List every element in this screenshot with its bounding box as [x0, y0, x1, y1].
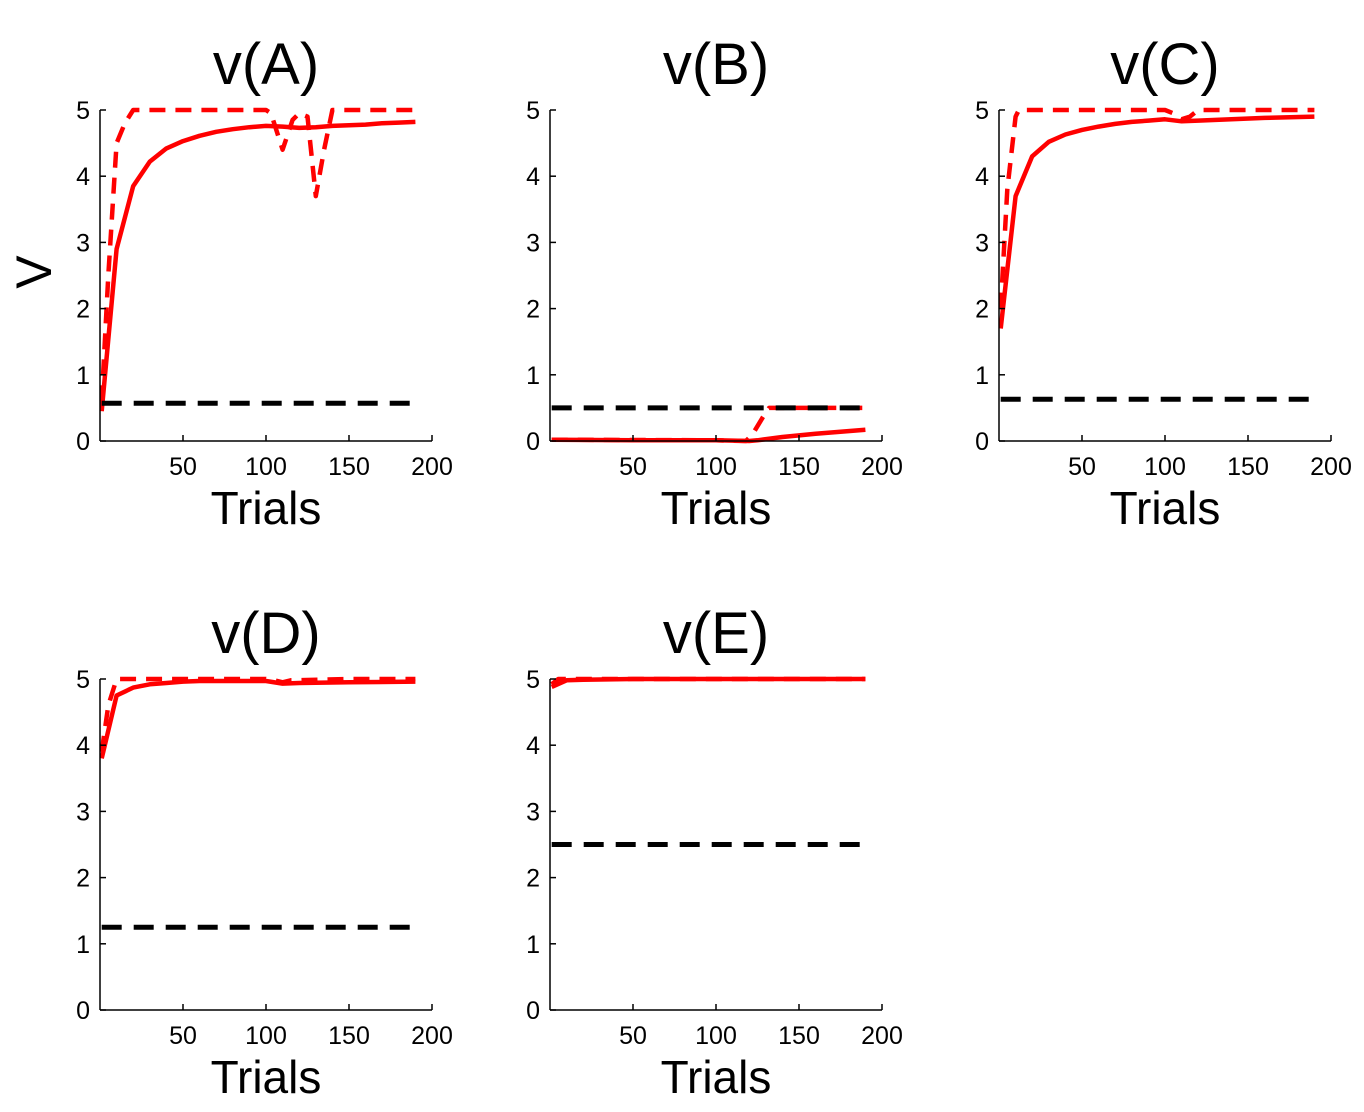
panel-c-ytick-label: 3 — [975, 229, 989, 257]
panel-d-series-1 — [99, 678, 416, 759]
panel-c-xtick-label: 200 — [1310, 453, 1352, 481]
panel-a: 0 1 2 3 4 5 50 100 150 200 v(A) Trials — [76, 32, 453, 534]
panel-d-ytick-label: 2 — [76, 865, 90, 893]
panel-c-ytick-label: 2 — [975, 296, 989, 324]
panel-d-xtick-label: 50 — [169, 1022, 197, 1050]
panel-e-ytick-label: 2 — [526, 865, 540, 893]
panel-e-title: v(E) — [663, 601, 769, 666]
panel-c-ytick-label: 5 — [975, 97, 989, 125]
panel-e-xtick-label: 200 — [861, 1022, 903, 1050]
panel-b-xtick-label: 200 — [861, 453, 903, 481]
panel-b-ytick-label: 4 — [526, 163, 540, 191]
panel-d-xtick-label: 150 — [328, 1022, 370, 1050]
panel-a-ytick-label: 3 — [76, 229, 90, 257]
panel-b-ytick-label: 2 — [526, 296, 540, 324]
panel-b-ytick-label: 3 — [526, 229, 540, 257]
panel-c: 0 1 2 3 4 5 50 100 150 200 v(C) Trials — [975, 32, 1352, 534]
panel-b-xtick-label: 150 — [778, 453, 820, 481]
panel-d-ytick-label: 1 — [76, 931, 90, 959]
panel-b-ytick-label: 1 — [526, 362, 540, 390]
panel-d-ytick-label: 0 — [76, 997, 90, 1025]
panel-c-xtick-label: 100 — [1144, 453, 1186, 481]
panel-a-ytick-label: 5 — [76, 97, 90, 125]
panel-c-title: v(C) — [1110, 32, 1220, 97]
panel-e-ytick-label: 5 — [526, 666, 540, 694]
panel-a-xlabel: Trials — [211, 482, 322, 534]
panel-e-ytick-label: 0 — [526, 997, 540, 1025]
panel-a-ytick-label: 4 — [76, 163, 90, 191]
panel-d-xtick-label: 200 — [411, 1022, 453, 1050]
panel-c-xtick-label: 150 — [1227, 453, 1269, 481]
panel-a-ytick-label: 0 — [76, 428, 90, 456]
panel-d-ytick-label: 4 — [76, 732, 90, 760]
panel-e-xtick-label: 50 — [619, 1022, 647, 1050]
panel-a-xtick-label: 150 — [328, 453, 370, 481]
panel-e-series-2 — [550, 676, 866, 687]
panel-a-ytick-label: 1 — [76, 362, 90, 390]
panel-a-xtick-label: 200 — [411, 453, 453, 481]
panel-b-ytick-label: 0 — [526, 428, 540, 456]
panel-a-title: v(A) — [213, 32, 319, 97]
panel-b-title: v(B) — [663, 32, 769, 97]
panel-c-ytick-label: 1 — [975, 362, 989, 390]
panel-e-ytick-label: 3 — [526, 798, 540, 826]
panel-b-xlabel: Trials — [661, 482, 772, 534]
panel-b-xtick-label: 100 — [695, 453, 737, 481]
panel-c-xlabel: Trials — [1110, 482, 1221, 534]
panel-a-series-2 — [99, 107, 416, 402]
panel-a-series-1 — [99, 119, 416, 412]
panel-d-xlabel: Trials — [211, 1051, 322, 1103]
panel-e-xtick-label: 150 — [778, 1022, 820, 1050]
panel-e-ytick-label: 4 — [526, 732, 540, 760]
panel-e-xtick-label: 100 — [695, 1022, 737, 1050]
panel-e-ytick-label: 1 — [526, 931, 540, 959]
panel-e: 0 1 2 3 4 5 50 100 150 200 v(E) Trials — [526, 601, 903, 1103]
panel-a-xtick-label: 100 — [245, 453, 287, 481]
panel-c-ytick-label: 0 — [975, 428, 989, 456]
panel-b: 0 1 2 3 4 5 50 100 150 200 v(B) Trials — [526, 32, 903, 534]
figure-ylabel: V — [6, 255, 62, 289]
panel-d-title: v(D) — [211, 601, 321, 666]
panel-d-series-2 — [99, 676, 416, 753]
panel-a-ytick-label: 2 — [76, 296, 90, 324]
panel-c-xtick-label: 50 — [1068, 453, 1096, 481]
panel-d-xtick-label: 100 — [245, 1022, 287, 1050]
panel-c-series-1 — [998, 114, 1315, 329]
panel-d-ytick-label: 5 — [76, 666, 90, 694]
panel-b-xtick-label: 50 — [619, 453, 647, 481]
panel-c-series-2 — [998, 107, 1315, 309]
panel-e-xlabel: Trials — [661, 1051, 772, 1103]
panel-d: 0 1 2 3 4 5 50 100 150 200 v(D) Trials — [76, 601, 453, 1103]
panel-a-xtick-label: 50 — [169, 453, 197, 481]
panel-b-ytick-label: 5 — [526, 97, 540, 125]
panel-d-ytick-label: 3 — [76, 798, 90, 826]
panel-c-ytick-label: 4 — [975, 163, 989, 191]
panel-b-series-2 — [551, 405, 866, 444]
